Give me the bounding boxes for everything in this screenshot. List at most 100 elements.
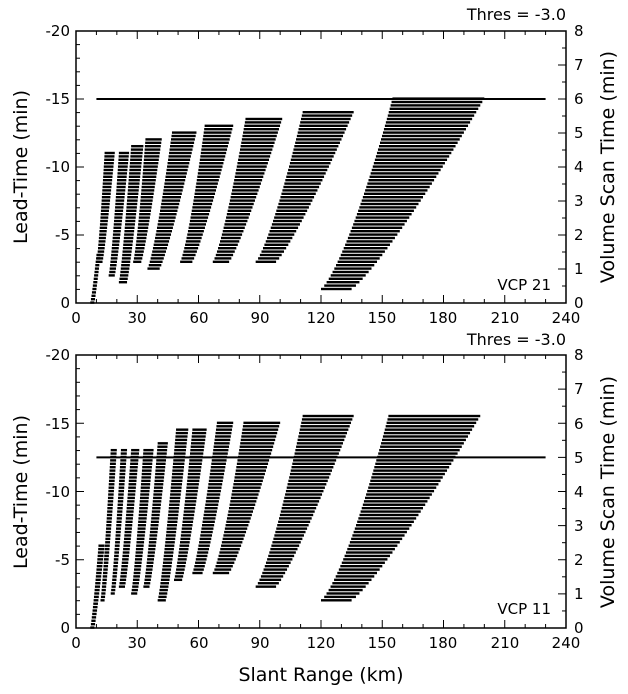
data-dash (148, 541, 157, 544)
data-dash (216, 250, 235, 253)
data-dash (102, 575, 108, 578)
data-dash (270, 547, 298, 551)
data-dash (163, 558, 173, 561)
data-dash (281, 506, 317, 510)
data-dash (219, 551, 239, 554)
y-axis-title-left: Lead-Time (min) (10, 90, 32, 244)
data-dash (97, 250, 105, 253)
data-dash (197, 551, 209, 554)
data-dash (196, 182, 218, 185)
data-dash (207, 489, 221, 493)
data-dash (235, 472, 265, 476)
data-dash (91, 294, 96, 297)
data-dash (378, 145, 456, 148)
data-dash (237, 162, 268, 165)
data-dash (161, 571, 171, 575)
data-dash (116, 182, 126, 185)
data-band (108, 151, 130, 277)
data-dash (118, 155, 129, 158)
data-dash (336, 264, 375, 267)
data-dash (115, 196, 125, 199)
data-dash (212, 260, 230, 263)
data-dash (158, 216, 176, 219)
data-dash (97, 247, 105, 250)
data-dash (124, 537, 131, 541)
data-dash (163, 554, 173, 558)
data-dash (324, 284, 356, 287)
data-dash (241, 435, 277, 438)
data-dash (117, 506, 123, 510)
data-dash (354, 219, 407, 223)
data-dash (205, 500, 219, 503)
data-dash (183, 250, 197, 253)
data-dash (260, 575, 284, 578)
y-tick-label: -10 (46, 483, 71, 501)
data-dash (261, 250, 284, 253)
data-dash (152, 503, 161, 506)
data-dash (139, 209, 152, 212)
data-dash (180, 537, 191, 541)
data-dash (280, 196, 315, 199)
data-dash (134, 253, 144, 257)
data-dash (285, 489, 324, 493)
data-dash (111, 253, 118, 257)
data-dash (114, 209, 124, 212)
data-dash (111, 585, 116, 588)
data-dash (126, 206, 137, 209)
data-dash (100, 213, 109, 216)
data-dash (149, 260, 163, 263)
data-dash (166, 168, 188, 172)
data-dash (98, 240, 106, 243)
data-dash (300, 121, 350, 124)
data-dash (206, 496, 220, 500)
data-dash (223, 534, 245, 537)
data-dash (162, 196, 181, 199)
data-dash (244, 121, 282, 124)
data-dash (292, 151, 336, 155)
data-dash (201, 527, 214, 530)
data-band (180, 124, 234, 263)
data-dash (141, 185, 155, 189)
data-dash (340, 564, 383, 568)
data-dash (100, 595, 106, 599)
data-dash (199, 537, 212, 541)
data-dash (116, 185, 126, 189)
data-dash (299, 431, 348, 435)
data-band (321, 414, 481, 602)
data-dash (106, 513, 113, 517)
data-dash (190, 448, 204, 452)
data-dash (155, 236, 171, 240)
data-dash (191, 435, 206, 438)
data-dash (273, 219, 302, 223)
data-dash (215, 428, 233, 431)
data-dash (112, 578, 117, 582)
data-dash (239, 151, 272, 155)
data-dash (184, 247, 199, 250)
data-dash (128, 175, 141, 178)
data-dash (187, 230, 204, 233)
data-dash (388, 414, 481, 418)
vcp-label: VCP 21 (497, 276, 551, 294)
data-dash (298, 435, 346, 438)
data-dash (301, 114, 353, 117)
data-dash (125, 219, 136, 223)
data-dash (112, 236, 121, 240)
data-dash (115, 206, 124, 209)
data-dash (287, 172, 326, 175)
data-dash (117, 500, 124, 503)
data-band (118, 145, 144, 284)
data-dash (332, 270, 369, 274)
data-dash (286, 486, 325, 489)
data-dash (148, 544, 156, 547)
data-dash (128, 182, 140, 185)
data-dash (121, 257, 131, 260)
data-dash (164, 179, 186, 182)
data-dash (93, 277, 98, 280)
data-dash (117, 168, 128, 172)
data-dash (239, 445, 274, 448)
data-dash (200, 151, 227, 155)
data-dash (188, 462, 202, 465)
data-dash (191, 438, 206, 442)
data-dash (178, 551, 188, 554)
data-band (118, 448, 140, 588)
